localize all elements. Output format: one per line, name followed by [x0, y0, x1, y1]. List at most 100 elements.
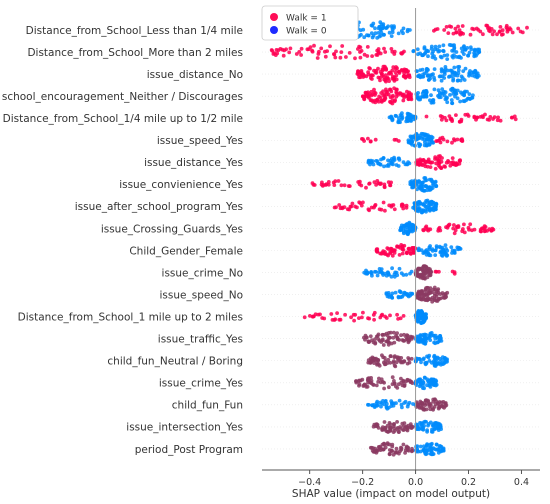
legend-marker-walk-0 — [270, 26, 278, 34]
shap-point — [427, 336, 431, 340]
shap-point — [365, 33, 369, 38]
shap-point — [459, 46, 464, 51]
shap-point — [365, 271, 370, 276]
shap-point — [392, 355, 397, 360]
shap-point — [437, 269, 441, 274]
shap-point — [379, 207, 384, 212]
shap-point — [353, 204, 357, 209]
shap-point — [381, 273, 386, 277]
shap-point — [395, 386, 400, 390]
shap-point — [389, 399, 394, 403]
shap-point — [453, 71, 458, 75]
shap-point — [281, 53, 286, 58]
shap-point — [450, 140, 454, 145]
shap-point — [367, 316, 372, 321]
shap-point — [382, 164, 386, 169]
shap-point — [391, 335, 396, 340]
shap-point — [437, 95, 441, 100]
shap-point — [453, 26, 458, 31]
shap-point — [377, 363, 382, 368]
shap-point — [432, 87, 437, 92]
feature-label: child_fun_Neutral / Boring — [107, 356, 243, 368]
shap-point — [428, 165, 433, 170]
shap-point — [372, 205, 376, 210]
shap-point — [366, 378, 371, 382]
shap-point — [402, 92, 406, 97]
shap-point — [408, 118, 413, 123]
shap-point — [370, 35, 375, 40]
shap-point — [409, 424, 414, 429]
shap-point — [427, 208, 432, 212]
feature-label: Distance_from_School_More than 2 miles — [27, 47, 243, 59]
shap-point — [434, 423, 438, 428]
shap-point — [427, 78, 431, 82]
shap-point — [375, 247, 380, 252]
shap-point — [416, 266, 421, 271]
shap-point — [379, 446, 383, 451]
shap-point — [437, 296, 441, 301]
shap-point — [438, 140, 443, 145]
shap-point — [369, 445, 374, 450]
shap-point — [397, 430, 401, 434]
shap-point — [443, 97, 448, 102]
shap-point — [509, 115, 514, 120]
shap-point — [357, 378, 362, 383]
shap-point — [373, 26, 377, 31]
feature-label: child_fun_Fun — [172, 400, 243, 412]
shap-point — [376, 337, 381, 342]
shap-point — [427, 297, 431, 302]
shap-point — [428, 202, 433, 207]
shap-point — [449, 98, 454, 102]
shap-point — [472, 52, 477, 57]
shap-point — [414, 316, 419, 320]
shap-point — [402, 68, 407, 73]
shap-point — [399, 380, 404, 385]
shap-point — [414, 201, 419, 206]
shap-point — [408, 134, 413, 139]
shap-point — [421, 272, 425, 277]
feature-label: Distance_from_School_1/4 mile up to 1/2 … — [3, 113, 243, 125]
shap-point — [462, 230, 467, 235]
shap-point — [462, 52, 466, 56]
shap-point — [431, 72, 435, 77]
shap-point — [416, 312, 420, 317]
shap-point — [389, 100, 393, 105]
shap-point — [406, 446, 411, 450]
shap-point — [422, 201, 427, 206]
shap-point — [430, 179, 435, 184]
shap-point — [415, 447, 420, 451]
shap-point — [352, 318, 356, 323]
shap-point — [400, 244, 405, 249]
shap-point — [422, 269, 426, 273]
shap-point — [359, 49, 364, 53]
shap-point — [387, 272, 391, 277]
shap-point — [438, 292, 443, 296]
shap-point — [370, 77, 374, 81]
shap-point — [433, 157, 437, 161]
shap-point — [436, 287, 441, 291]
shap-point — [401, 26, 406, 31]
shap-point — [364, 74, 369, 79]
shap-point — [438, 336, 443, 340]
shap-point — [397, 116, 401, 120]
shap-point — [334, 49, 338, 54]
shap-point — [366, 207, 371, 212]
shap-point — [399, 223, 404, 228]
shap-point — [434, 399, 439, 404]
shap-point — [440, 87, 445, 91]
shap-point — [356, 180, 361, 184]
shap-point — [445, 290, 450, 295]
shap-point — [441, 448, 446, 453]
shap-point — [421, 265, 425, 270]
shap-point — [359, 72, 364, 77]
shap-point — [487, 118, 492, 122]
shap-point — [440, 156, 444, 160]
shap-point — [457, 28, 462, 33]
shap-point — [337, 203, 342, 207]
shap-point — [399, 376, 403, 381]
shap-point — [329, 312, 334, 316]
shap-point — [399, 271, 404, 276]
shap-point — [366, 380, 370, 385]
shap-point — [447, 114, 452, 118]
shap-point — [438, 74, 443, 79]
